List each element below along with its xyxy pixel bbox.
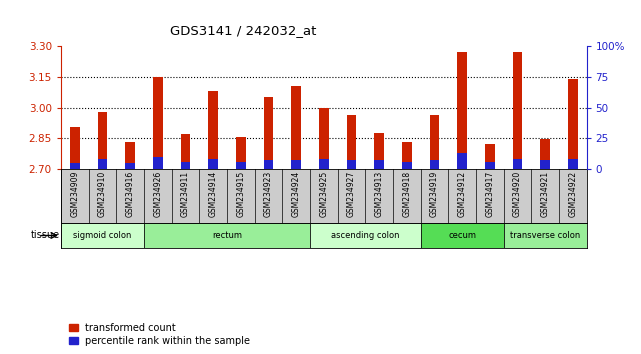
Text: GSM234917: GSM234917 [485,171,494,217]
Text: GSM234910: GSM234910 [98,171,107,217]
Bar [310,223,420,248]
Text: tissue: tissue [31,230,60,240]
Bar [97,159,107,169]
Bar [402,142,412,169]
Bar [504,223,587,248]
Bar [457,52,467,169]
Bar [144,223,310,248]
Bar [236,162,246,169]
Bar [70,127,79,169]
Text: GSM234926: GSM234926 [153,171,162,217]
Text: GSM234916: GSM234916 [126,171,135,217]
Bar [153,157,163,169]
Bar [181,134,190,169]
Bar [485,144,495,169]
Text: GSM234918: GSM234918 [402,171,411,217]
Bar [263,97,273,169]
Bar [236,137,246,169]
Text: cecum: cecum [448,231,476,240]
Bar [61,223,144,248]
Bar [347,160,356,169]
Text: GSM234912: GSM234912 [458,171,467,217]
Bar [457,153,467,169]
Text: GSM234920: GSM234920 [513,171,522,217]
Bar [374,133,384,169]
Text: GSM234922: GSM234922 [568,171,577,217]
Text: GSM234914: GSM234914 [208,171,217,217]
Bar [208,91,218,169]
Bar [513,52,522,169]
Bar [319,108,329,169]
Bar [420,223,504,248]
Bar [568,159,578,169]
Bar [263,160,273,169]
Text: rectum: rectum [212,231,242,240]
Bar [347,115,356,169]
Bar [568,79,578,169]
Text: GSM234925: GSM234925 [319,171,328,217]
Bar [429,115,439,169]
Bar [513,159,522,169]
Text: ascending colon: ascending colon [331,231,399,240]
Bar [97,112,107,169]
Text: GSM234927: GSM234927 [347,171,356,217]
Text: GSM234915: GSM234915 [237,171,246,217]
Text: GSM234911: GSM234911 [181,171,190,217]
Text: GSM234913: GSM234913 [374,171,383,217]
Bar [319,159,329,169]
Text: sigmoid colon: sigmoid colon [73,231,131,240]
Text: GDS3141 / 242032_at: GDS3141 / 242032_at [171,24,317,37]
Bar [291,160,301,169]
Text: GSM234924: GSM234924 [292,171,301,217]
Legend: transformed count, percentile rank within the sample: transformed count, percentile rank withi… [69,323,251,346]
Bar [291,86,301,169]
Text: GSM234921: GSM234921 [540,171,549,217]
Text: GSM234919: GSM234919 [430,171,439,217]
Bar [125,163,135,169]
Text: transverse colon: transverse colon [510,231,580,240]
Bar [208,159,218,169]
Bar [153,77,163,169]
Bar [125,142,135,169]
Text: GSM234909: GSM234909 [71,171,79,217]
Text: GSM234923: GSM234923 [264,171,273,217]
Bar [429,160,439,169]
Bar [374,160,384,169]
Bar [540,160,550,169]
Bar [181,162,190,169]
Bar [70,163,79,169]
Bar [485,162,495,169]
Bar [402,162,412,169]
Bar [540,139,550,169]
